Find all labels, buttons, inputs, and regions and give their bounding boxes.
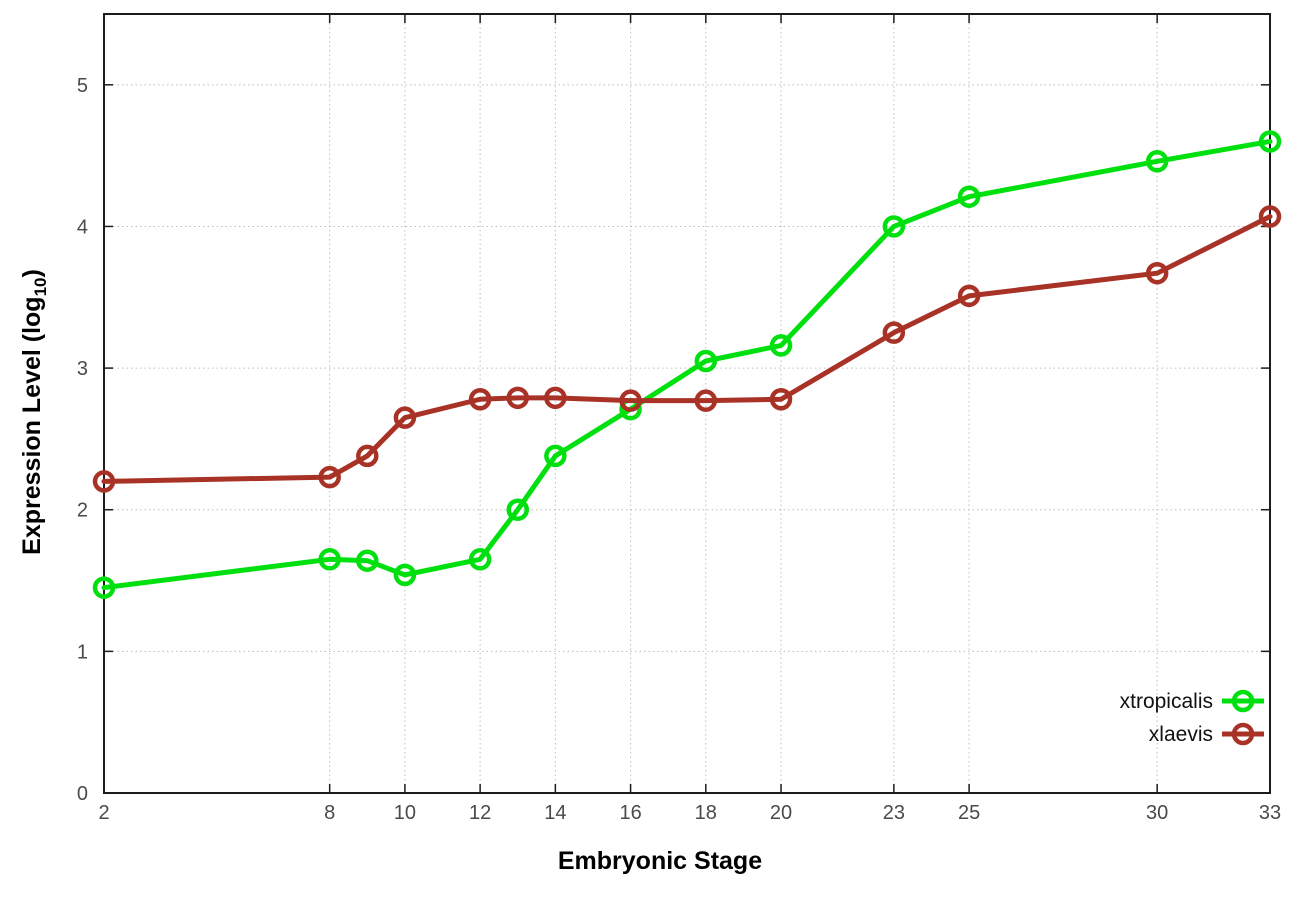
y-tick-label: 0 [77, 783, 88, 805]
y-axis-label: Expression Level (log10) [18, 269, 50, 555]
data-point-marker [393, 406, 417, 429]
data-point-marker [769, 334, 793, 357]
data-point-marker [957, 185, 981, 208]
data-point-marker [468, 548, 492, 571]
legend-label: xtropicalis [1120, 690, 1213, 713]
data-point-marker [957, 284, 981, 308]
data-point-marker [92, 470, 116, 493]
x-tick-label: 30 [1146, 802, 1168, 824]
data-point-marker [1145, 150, 1169, 173]
x-axis-label: Embryonic Stage [558, 847, 762, 875]
data-point-marker [694, 349, 718, 373]
data-point-marker [769, 388, 793, 411]
plot-border [103, 13, 1271, 794]
series-line [101, 138, 1273, 591]
y-tick-label: 2 [77, 500, 88, 522]
legend-marker-icon [1231, 722, 1255, 746]
data-point-marker [1258, 205, 1282, 228]
x-tick-label: 14 [544, 802, 566, 824]
data-point-marker [619, 389, 642, 412]
legend: xtropicalis xlaevis [1120, 689, 1264, 746]
y-tick-label: 3 [77, 358, 88, 380]
y-axis-label-text: Expression Level (log [18, 296, 46, 554]
legend-label: xlaevis [1149, 723, 1213, 746]
y-tick-label: 5 [77, 75, 88, 97]
data-point-marker [882, 321, 906, 344]
x-tick-label: 2 [98, 802, 109, 824]
data-point-marker [544, 444, 567, 468]
x-tick-label: 8 [324, 802, 335, 824]
data-point-marker [506, 386, 529, 410]
x-tick-label: 25 [958, 802, 980, 824]
x-tick-label: 20 [770, 802, 792, 824]
data-point-marker [356, 549, 379, 572]
x-tick-label: 23 [883, 802, 905, 824]
gridlines [104, 14, 1270, 793]
data-point-marker [92, 576, 116, 599]
x-tick-label: 16 [619, 802, 641, 824]
x-tick-label: 18 [695, 802, 717, 824]
x-tick-label: 10 [394, 802, 416, 824]
tick-marks [103, 14, 1271, 794]
data-point-marker [356, 444, 379, 468]
data-point-marker [694, 389, 718, 412]
y-axis-label-suffix: ) [18, 269, 46, 277]
data-point-marker [1145, 261, 1169, 285]
data-point-marker [1258, 130, 1282, 153]
y-tick-label: 1 [77, 641, 88, 663]
data-point-marker [318, 548, 341, 571]
data-point-marker [468, 388, 492, 411]
data-point-marker [882, 215, 906, 238]
series-xtropicalis [92, 130, 1282, 599]
data-point-marker [393, 563, 417, 587]
y-axis-label-subscript: 10 [31, 277, 50, 296]
legend-marker-icon [1231, 689, 1255, 713]
data-point-marker [544, 386, 567, 410]
x-tick-label: 12 [469, 802, 491, 824]
data-point-marker [506, 498, 529, 521]
x-tick-label: 33 [1259, 802, 1281, 824]
series-xlaevis [92, 205, 1282, 493]
data-point-marker [318, 465, 341, 489]
y-tick-label: 4 [77, 216, 88, 238]
